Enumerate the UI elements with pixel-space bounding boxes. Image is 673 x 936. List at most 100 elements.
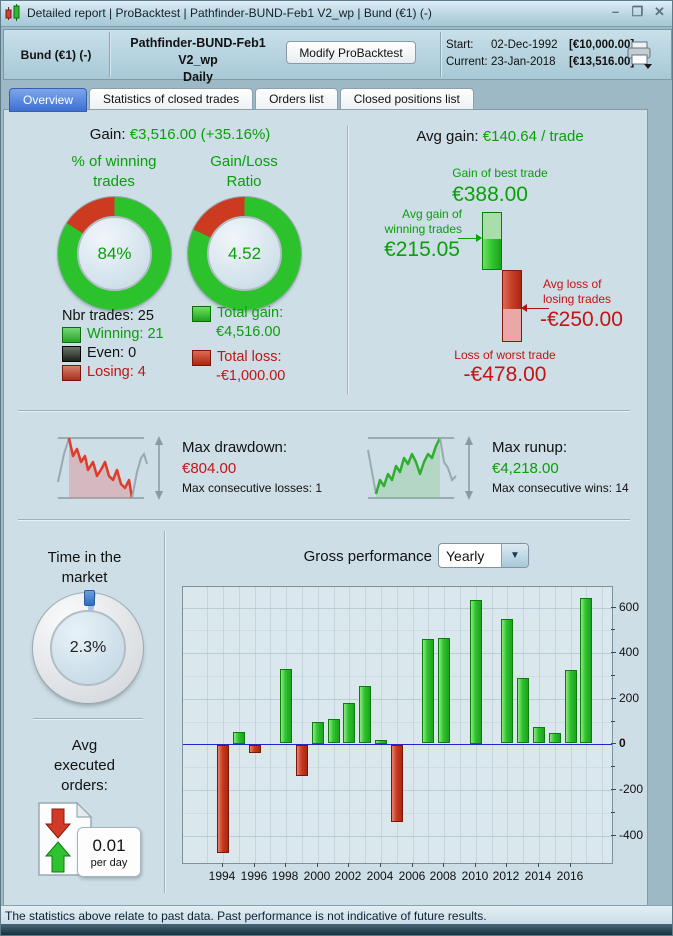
x-axis-label: 2004 xyxy=(366,869,394,883)
vertical-gridline xyxy=(381,587,382,863)
worst-trade-segment xyxy=(503,308,521,341)
time-in-market-value: 2.3% xyxy=(50,610,126,686)
x-axis-tick xyxy=(348,863,349,867)
perf-bar-2014 xyxy=(533,727,545,743)
current-label: Current: xyxy=(446,56,488,68)
tab-overview[interactable]: Overview xyxy=(9,88,88,112)
perf-bar-2008 xyxy=(438,638,450,743)
total-gain-label: Total gain: xyxy=(217,305,284,321)
strategy-name-block: Pathfinder-BUND-Feb1 V2_wp Daily xyxy=(112,35,284,86)
avg-loss-segment xyxy=(503,271,521,309)
section-divider-2 xyxy=(18,519,630,521)
runup-chart-icon xyxy=(367,436,473,500)
x-axis-tick xyxy=(538,863,539,867)
perf-bar-2017 xyxy=(580,598,592,743)
x-axis-label: 2000 xyxy=(303,869,331,883)
x-axis-label: 2002 xyxy=(334,869,362,883)
modify-probacktest-button[interactable]: Modify ProBacktest xyxy=(286,41,416,64)
perf-bar-2004 xyxy=(375,740,387,744)
vertical-gridline xyxy=(555,587,556,863)
perf-bar-2005 xyxy=(391,745,403,822)
y-axis-tick xyxy=(611,835,616,836)
worst-trade-label: Loss of worst trade xyxy=(454,348,556,362)
winning-donut-title: % of winning trades xyxy=(71,153,157,190)
perf-bar-1995 xyxy=(233,732,245,744)
minor-gridline xyxy=(183,676,612,677)
time-in-market-gauge: 2.3% xyxy=(33,590,143,703)
maximize-button[interactable]: ❐ xyxy=(631,4,644,19)
avg-gain-value: €140.64 / trade xyxy=(482,128,584,145)
gain-value: €3,516.00 (+35.16%) xyxy=(129,126,271,143)
tab-statistics-of-closed-trades[interactable]: Statistics of closed trades xyxy=(89,88,254,110)
perf-bar-1994 xyxy=(217,745,229,853)
perf-bar-2016 xyxy=(565,670,577,743)
avg-orders-value: 0.01 xyxy=(92,835,126,855)
y-axis-tick xyxy=(611,607,616,608)
perf-bar-2007 xyxy=(422,639,434,743)
strategy-timeframe: Daily xyxy=(183,70,213,84)
x-axis-label: 2012 xyxy=(492,869,520,883)
perf-bar-2013 xyxy=(517,678,529,743)
avg-win-label: Avg gain of winning trades xyxy=(384,207,462,236)
total-loss-label: Total loss: xyxy=(217,349,282,365)
avg-loss-arrow xyxy=(527,307,549,309)
legend-swatch xyxy=(62,364,81,381)
avg-loss-arrowhead xyxy=(521,303,527,312)
disclaimer-bar: The statistics above relate to past data… xyxy=(1,905,672,925)
perf-bar-1999 xyxy=(296,745,308,776)
x-axis-tick xyxy=(317,863,318,867)
best-trade-value: €388.00 xyxy=(452,183,528,206)
perf-bar-2015 xyxy=(549,733,561,743)
ratio-donut-center: 4.52 xyxy=(207,216,282,291)
legend-swatch xyxy=(62,345,81,362)
y-axis-label: 0 xyxy=(619,736,626,750)
totals-legend: Total gain: €4,516.00 Total loss: -€1,00… xyxy=(192,305,285,384)
legend-label: Winning: 21 xyxy=(87,326,164,342)
perf-bar-1998 xyxy=(280,669,292,743)
tab-orders-list[interactable]: Orders list xyxy=(255,88,338,110)
total-gain-swatch xyxy=(192,305,211,322)
gauge-marker xyxy=(84,590,95,606)
ratio-donut: 4.52 xyxy=(188,197,301,310)
x-axis-label: 2014 xyxy=(524,869,552,883)
avg-win-arrowhead xyxy=(476,233,482,242)
header-separator xyxy=(109,32,111,77)
left-column-divider xyxy=(33,718,143,720)
tab-closed-positions-list[interactable]: Closed positions list xyxy=(339,88,474,110)
perf-bar-1996 xyxy=(249,745,261,753)
print-button[interactable] xyxy=(624,40,654,70)
trade-range-red-bar xyxy=(502,270,522,342)
runup-sub: Max consecutive wins: 14 xyxy=(492,481,629,495)
period-dropdown[interactable]: Yearly ▼ xyxy=(438,543,529,568)
drawdown-label: Max drawdown: xyxy=(182,439,288,456)
vertical-gridline xyxy=(602,587,603,863)
legend-row: Losing: 4 xyxy=(62,364,164,381)
gain-label: Gain: xyxy=(89,126,126,143)
winning-donut-center: 84% xyxy=(77,216,152,291)
horizontal-gridline xyxy=(183,653,612,654)
chevron-down-icon[interactable]: ▼ xyxy=(501,544,528,567)
time-in-market-title: Time in the market xyxy=(47,549,122,586)
best-trade-segment xyxy=(483,212,501,239)
zero-line xyxy=(183,744,612,745)
avg-orders-title: Avg executed orders: xyxy=(54,737,115,794)
trade-range-green-bar xyxy=(482,211,502,270)
current-amount: [€13,516.00] xyxy=(569,56,635,68)
y-axis-minor-tick xyxy=(611,629,615,630)
close-button[interactable]: ✕ xyxy=(654,4,665,19)
performance-y-axis: 600 400 200 0 -200 -400 xyxy=(611,586,655,864)
avg-gain-line: Avg gain: €140.64 / trade xyxy=(352,128,648,145)
horizontal-gridline xyxy=(183,836,612,837)
horizontal-gridline xyxy=(183,608,612,609)
vertical-gridline xyxy=(492,587,493,863)
x-axis-tick xyxy=(412,863,413,867)
y-axis-label: 600 xyxy=(619,600,640,614)
minimize-button[interactable]: – xyxy=(611,4,620,19)
perf-bar-2010 xyxy=(470,600,482,744)
performance-title: Gross performance xyxy=(303,548,432,565)
x-axis-tick xyxy=(506,863,507,867)
bottom-section-divider xyxy=(164,531,166,893)
minor-gridline xyxy=(183,722,612,723)
ratio-donut-title: Gain/Loss Ratio xyxy=(210,153,278,190)
drawdown-sub: Max consecutive losses: 1 xyxy=(182,481,323,495)
